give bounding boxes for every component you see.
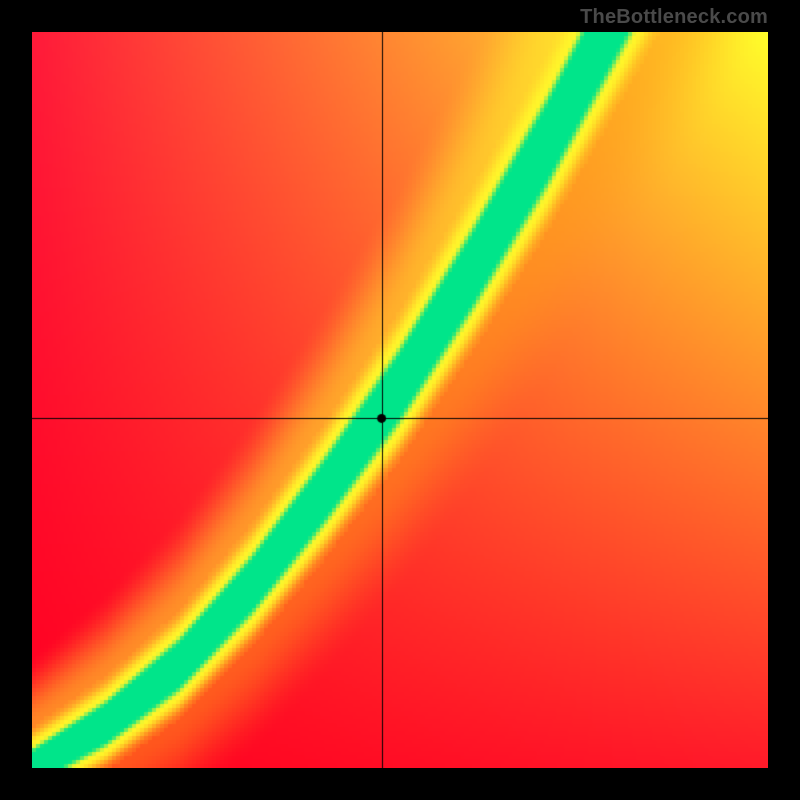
chart-container: TheBottleneck.com	[0, 0, 800, 800]
watermark-text: TheBottleneck.com	[580, 6, 768, 29]
crosshair-overlay	[32, 32, 768, 768]
